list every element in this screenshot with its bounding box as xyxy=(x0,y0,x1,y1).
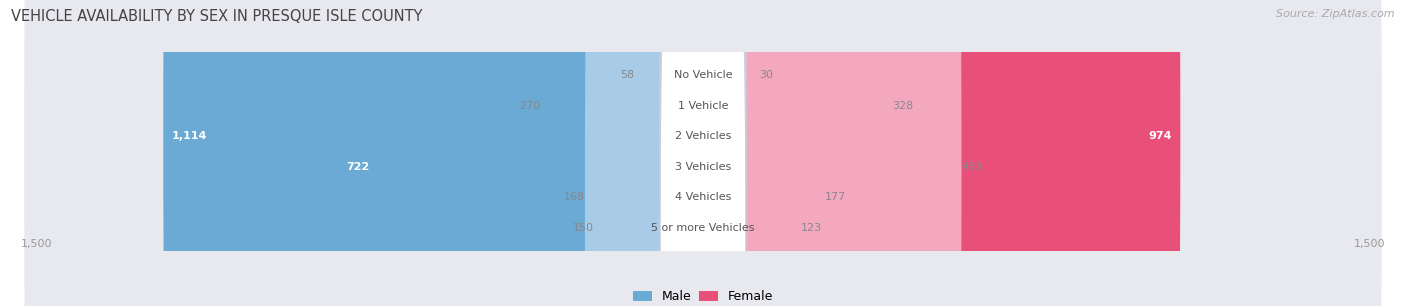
FancyBboxPatch shape xyxy=(585,0,666,306)
Text: 1,114: 1,114 xyxy=(172,131,207,141)
Text: 58: 58 xyxy=(620,70,634,80)
FancyBboxPatch shape xyxy=(25,0,1381,306)
FancyBboxPatch shape xyxy=(740,0,825,306)
Text: 168: 168 xyxy=(564,192,585,202)
Text: 1,500: 1,500 xyxy=(1354,239,1385,249)
FancyBboxPatch shape xyxy=(634,0,666,298)
FancyBboxPatch shape xyxy=(661,0,745,296)
Text: No Vehicle: No Vehicle xyxy=(673,70,733,80)
Text: 483: 483 xyxy=(962,162,983,172)
FancyBboxPatch shape xyxy=(740,0,759,298)
Text: 123: 123 xyxy=(800,223,821,233)
FancyBboxPatch shape xyxy=(740,0,962,306)
FancyBboxPatch shape xyxy=(740,0,1181,306)
FancyBboxPatch shape xyxy=(540,0,666,306)
Text: Source: ZipAtlas.com: Source: ZipAtlas.com xyxy=(1277,9,1395,19)
FancyBboxPatch shape xyxy=(25,0,1381,306)
FancyBboxPatch shape xyxy=(740,5,801,306)
FancyBboxPatch shape xyxy=(25,0,1381,306)
FancyBboxPatch shape xyxy=(661,0,745,306)
Legend: Male, Female: Male, Female xyxy=(628,285,778,306)
Text: 722: 722 xyxy=(346,162,370,172)
Text: 1 Vehicle: 1 Vehicle xyxy=(678,101,728,110)
Text: 974: 974 xyxy=(1149,131,1171,141)
FancyBboxPatch shape xyxy=(661,0,745,306)
Text: 4 Vehicles: 4 Vehicles xyxy=(675,192,731,202)
Text: 2 Vehicles: 2 Vehicles xyxy=(675,131,731,141)
FancyBboxPatch shape xyxy=(661,38,745,306)
Text: 150: 150 xyxy=(572,223,593,233)
Text: VEHICLE AVAILABILITY BY SEX IN PRESQUE ISLE COUNTY: VEHICLE AVAILABILITY BY SEX IN PRESQUE I… xyxy=(11,9,423,24)
Text: 5 or more Vehicles: 5 or more Vehicles xyxy=(651,223,755,233)
FancyBboxPatch shape xyxy=(25,0,1381,306)
FancyBboxPatch shape xyxy=(25,0,1381,306)
Text: 270: 270 xyxy=(519,101,540,110)
FancyBboxPatch shape xyxy=(661,7,745,306)
FancyBboxPatch shape xyxy=(25,0,1381,306)
Text: 30: 30 xyxy=(759,70,773,80)
Text: 177: 177 xyxy=(825,192,846,202)
Text: 328: 328 xyxy=(891,101,914,110)
Text: 1,500: 1,500 xyxy=(21,239,52,249)
FancyBboxPatch shape xyxy=(163,0,666,306)
FancyBboxPatch shape xyxy=(337,0,666,306)
FancyBboxPatch shape xyxy=(661,0,745,265)
Text: 3 Vehicles: 3 Vehicles xyxy=(675,162,731,172)
FancyBboxPatch shape xyxy=(593,5,666,306)
FancyBboxPatch shape xyxy=(740,0,893,306)
